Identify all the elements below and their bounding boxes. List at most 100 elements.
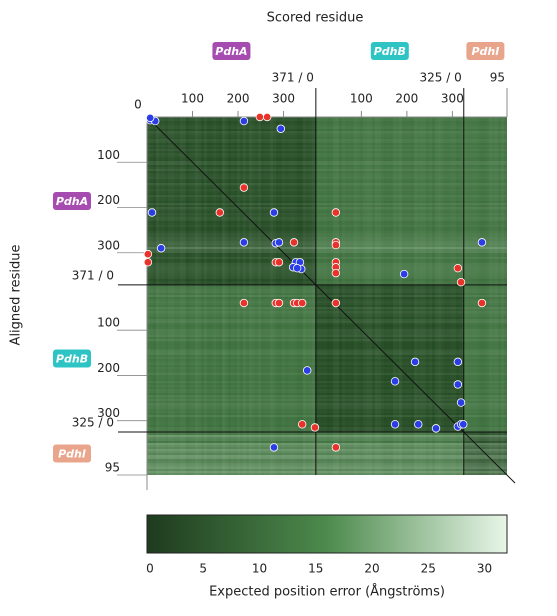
heatmap-streak bbox=[147, 459, 507, 461]
heatmap-streak bbox=[147, 357, 507, 359]
heatmap-streak bbox=[147, 449, 507, 451]
point bbox=[456, 277, 466, 287]
point bbox=[477, 238, 487, 247]
heatmap-streak bbox=[147, 149, 507, 151]
heatmap-streak bbox=[180, 117, 183, 475]
heatmap-streak bbox=[417, 117, 420, 475]
heatmap-streak bbox=[207, 117, 210, 475]
heatmap-streak bbox=[147, 199, 507, 201]
heatmap-streak bbox=[147, 241, 507, 243]
heatmap-streak bbox=[147, 125, 507, 127]
x-tick-label: 100 bbox=[181, 92, 204, 106]
heatmap-streak bbox=[204, 117, 207, 475]
heatmap-streak bbox=[420, 117, 423, 475]
heatmap-streak bbox=[147, 131, 507, 133]
point bbox=[297, 420, 307, 429]
colorbar-tick-label: 0 bbox=[146, 562, 154, 576]
heatmap-streak bbox=[168, 117, 171, 475]
heatmap-streak bbox=[147, 225, 507, 227]
heatmap-streak bbox=[147, 445, 507, 447]
heatmap-streak bbox=[147, 155, 507, 157]
heatmap-streak bbox=[147, 243, 507, 245]
heatmap-streak bbox=[147, 339, 507, 341]
heatmap-streak bbox=[147, 399, 507, 401]
heatmap-streak bbox=[291, 117, 294, 475]
point bbox=[331, 298, 341, 308]
x-tick-label: 371 / 0 bbox=[272, 71, 314, 85]
heatmap-streak bbox=[408, 117, 411, 475]
heatmap-streak bbox=[159, 117, 162, 475]
heatmap-streak bbox=[147, 473, 507, 475]
heatmap-streak bbox=[147, 175, 507, 177]
heatmap-streak bbox=[384, 117, 387, 475]
heatmap-streak bbox=[147, 277, 507, 279]
heatmap-streak bbox=[267, 117, 270, 475]
heatmap-streak bbox=[318, 117, 321, 475]
heatmap-streak bbox=[237, 117, 240, 475]
y-tick-label: 95 bbox=[105, 461, 120, 475]
point bbox=[331, 268, 341, 278]
heatmap-streak bbox=[294, 117, 297, 475]
heatmap-streak bbox=[351, 117, 354, 475]
heatmap-streak bbox=[177, 117, 180, 475]
colorbar-tick-label: 20 bbox=[364, 562, 379, 576]
y-tick-label: 100 bbox=[97, 316, 120, 330]
heatmap-streak bbox=[147, 191, 507, 193]
heatmap-streak bbox=[147, 133, 507, 135]
heatmap-streak bbox=[147, 271, 507, 273]
heatmap-streak bbox=[480, 117, 483, 475]
heatmap-streak bbox=[198, 117, 201, 475]
heatmap-streak bbox=[147, 203, 507, 205]
point bbox=[276, 124, 286, 133]
heatmap-streak bbox=[219, 117, 222, 475]
point bbox=[459, 420, 468, 429]
point bbox=[147, 208, 157, 217]
heatmap-streak bbox=[258, 117, 261, 475]
heatmap-streak bbox=[174, 117, 177, 475]
point bbox=[215, 208, 225, 217]
colorbar-tick-label: 5 bbox=[199, 562, 207, 576]
heatmap-streak bbox=[147, 353, 507, 355]
heatmap-streak bbox=[147, 391, 507, 393]
heatmap-streak bbox=[195, 117, 198, 475]
heatmap-streak bbox=[231, 117, 234, 475]
chain-chip bbox=[466, 42, 505, 60]
heatmap-streak bbox=[147, 403, 507, 405]
heatmap-streak bbox=[147, 439, 507, 441]
heatmap-streak bbox=[147, 311, 507, 313]
heatmap-streak bbox=[468, 117, 471, 475]
heatmap-streak bbox=[147, 117, 150, 475]
heatmap-streak bbox=[435, 117, 438, 475]
heatmap-streak bbox=[216, 117, 219, 475]
x-tick-label: 300 bbox=[441, 92, 464, 106]
x-tick-label: 200 bbox=[395, 92, 418, 106]
heatmap-streak bbox=[477, 117, 480, 475]
heatmap-streak bbox=[372, 117, 375, 475]
point bbox=[453, 380, 463, 389]
chain-chip bbox=[53, 191, 91, 210]
heatmap-streak bbox=[147, 185, 507, 187]
chart-title: Scored residue bbox=[267, 11, 364, 26]
heatmap-streak bbox=[147, 163, 507, 165]
point bbox=[310, 423, 320, 432]
point bbox=[456, 398, 466, 407]
heatmap-streak bbox=[147, 273, 507, 275]
heatmap-streak bbox=[363, 117, 366, 475]
point bbox=[289, 238, 299, 247]
heatmap-streak bbox=[147, 335, 507, 337]
point bbox=[269, 443, 279, 452]
heatmap-streak bbox=[147, 183, 507, 185]
heatmap-streak bbox=[381, 117, 384, 475]
heatmap-streak bbox=[147, 251, 507, 253]
heatmap-streak bbox=[147, 349, 507, 351]
point bbox=[274, 298, 284, 308]
heatmap-streak bbox=[492, 117, 495, 475]
heatmap-streak bbox=[147, 265, 507, 267]
point bbox=[410, 357, 420, 367]
heatmap-streak bbox=[396, 117, 399, 475]
heatmap-streak bbox=[228, 117, 231, 475]
colorbar bbox=[146, 514, 508, 554]
point bbox=[297, 298, 307, 308]
heatmap-streak bbox=[147, 443, 507, 445]
point bbox=[274, 238, 284, 247]
